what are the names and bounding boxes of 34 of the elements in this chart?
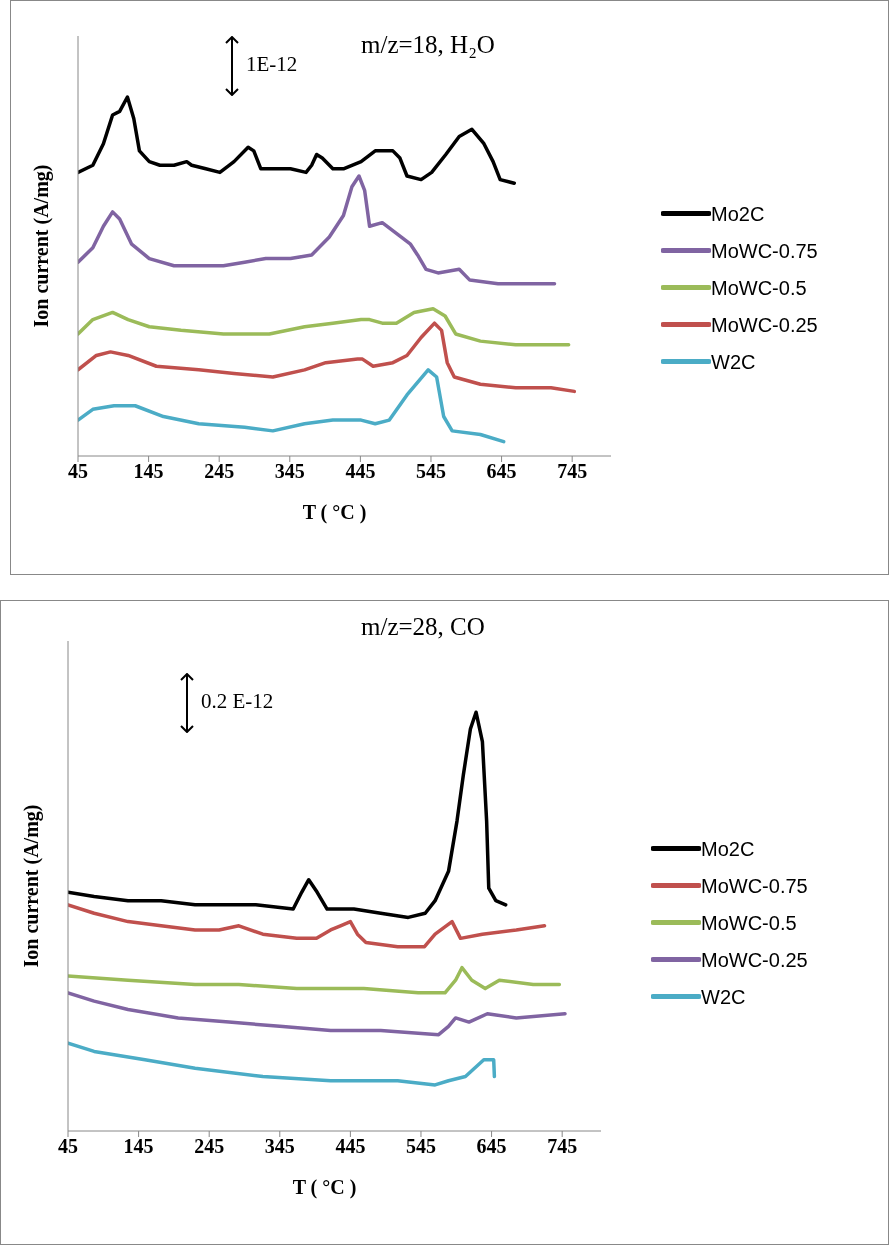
- x-tick-label: 45: [68, 460, 88, 483]
- x-tick-label: 245: [204, 460, 235, 483]
- legend-label: MoWC-0.5: [701, 911, 797, 934]
- y-axis-title: Ion current (A/mg): [29, 164, 53, 328]
- x-tick-label: 645: [486, 460, 517, 483]
- x-tick-label: 645: [476, 1135, 507, 1158]
- x-tick-label: 145: [133, 460, 164, 483]
- x-tick-label: 145: [123, 1135, 154, 1158]
- x-tick-label: 545: [415, 460, 446, 483]
- annotation: 0.2 E-12: [201, 689, 274, 714]
- x-tick-label: 345: [264, 1135, 295, 1158]
- legend-label: Mo2C: [701, 837, 755, 860]
- legend-label: MoWC-0.5: [711, 276, 807, 299]
- legend-label: W2C: [711, 350, 756, 373]
- legend-label: MoWC-0.25: [701, 948, 808, 971]
- y-axis-title: Ion current (A/mg): [19, 804, 43, 968]
- chart-title: m/z=28, CO: [361, 613, 485, 641]
- x-axis-title: T ( °C ): [292, 1176, 357, 1199]
- text: 1E-12: [246, 52, 298, 77]
- x-tick-label: 245: [194, 1135, 225, 1158]
- legend-label: Mo2C: [711, 202, 765, 225]
- chart-title: m/z=18, H₂O: [361, 31, 495, 59]
- x-tick-label: 445: [335, 1135, 366, 1158]
- x-tick-label: 745: [557, 460, 588, 483]
- legend-label: MoWC-0.25: [711, 313, 818, 336]
- x-tick-label: 445: [345, 460, 376, 483]
- x-axis-title: T ( °C ): [302, 501, 367, 524]
- x-tick-label: 45: [58, 1135, 78, 1158]
- legend-label: MoWC-0.75: [711, 239, 818, 262]
- legend-label: W2C: [701, 985, 746, 1008]
- x-tick-label: 545: [405, 1135, 436, 1158]
- x-tick-label: 745: [547, 1135, 578, 1158]
- x-tick-label: 345: [274, 460, 305, 483]
- legend-label: MoWC-0.75: [701, 874, 808, 897]
